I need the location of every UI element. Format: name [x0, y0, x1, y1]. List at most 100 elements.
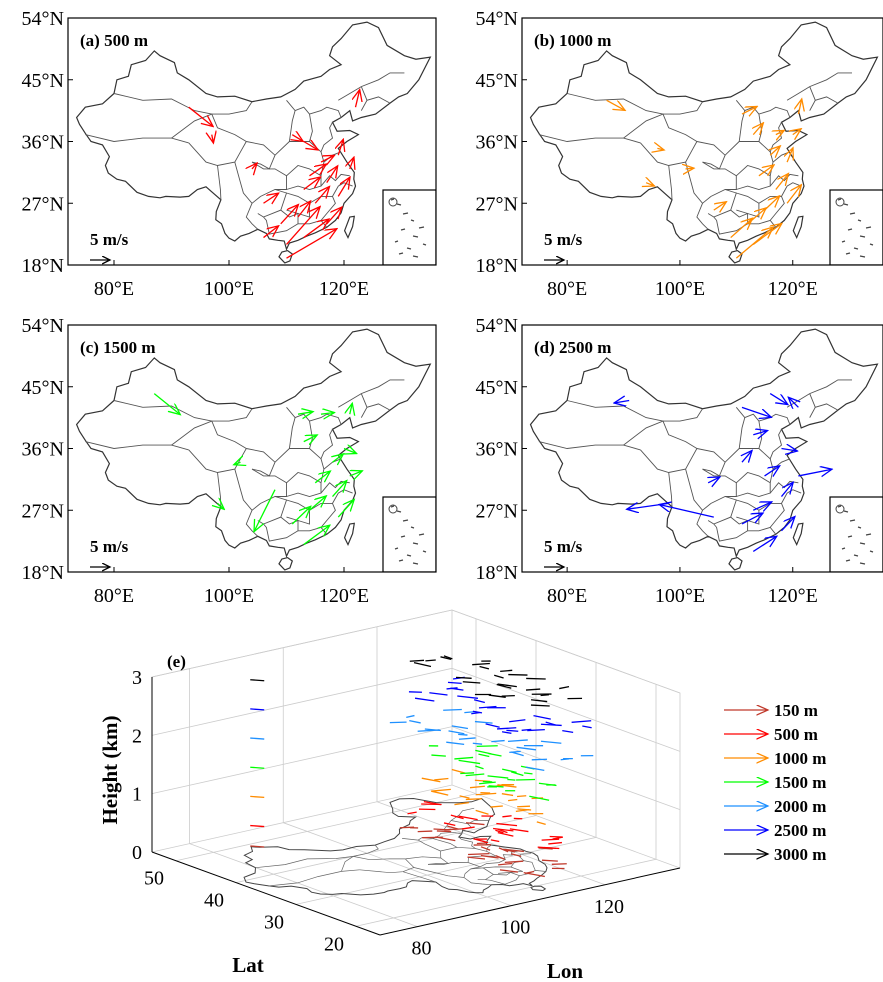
- wind-vector-3d: [472, 742, 483, 745]
- province-border: [360, 96, 391, 111]
- wind-vector-3d: [510, 853, 522, 858]
- wind-vector-3d: [499, 869, 518, 873]
- province-border: [663, 101, 703, 115]
- taiwan-border: [343, 215, 356, 240]
- wind-vector-3d: [451, 768, 466, 774]
- floor-province-border: [463, 877, 492, 886]
- island-mark: [418, 226, 425, 229]
- island-mark: [412, 255, 419, 258]
- island-mark: [398, 559, 404, 562]
- lon-tick-label: 120: [594, 896, 624, 918]
- province-border: [707, 496, 737, 525]
- grid-line: [235, 640, 537, 883]
- island-mark: [841, 547, 846, 550]
- lat-tick-label: 20: [324, 933, 344, 955]
- province-border: [332, 489, 353, 504]
- wind-vector: [356, 90, 360, 108]
- wind-vector-3d: [506, 729, 519, 732]
- island-mark: [402, 212, 409, 215]
- hainan-border: [278, 556, 294, 571]
- province-border: [538, 441, 641, 451]
- wind-vector-3d: [515, 808, 530, 813]
- wind-vector-3d: [472, 710, 483, 714]
- province-border: [320, 458, 325, 470]
- wind-vector-3d: [480, 846, 491, 851]
- province-border: [188, 448, 247, 473]
- wind-vector-3d: [562, 729, 574, 733]
- wind-vector-3d: [431, 754, 446, 757]
- wind-vector-3d: [465, 773, 485, 777]
- map-frame: [67, 17, 437, 266]
- grid-line: [282, 647, 512, 907]
- wind-vector: [332, 481, 347, 497]
- wind-vector-3d: [496, 683, 512, 689]
- province-border: [234, 161, 261, 204]
- island-mark: [398, 252, 404, 255]
- wind-vector: [337, 177, 350, 197]
- wind-vector-3d: [502, 768, 517, 773]
- island-mark: [853, 247, 859, 250]
- wind-vector-3d: [525, 688, 541, 691]
- wind-vector: [234, 462, 241, 465]
- inset-island: [835, 197, 845, 207]
- wind-vector-3d: [454, 802, 469, 806]
- inset-island: [388, 504, 398, 514]
- wind-vector-3d: [450, 814, 464, 820]
- wind-vector: [254, 489, 276, 532]
- province-border: [251, 161, 287, 190]
- wind-vector: [657, 148, 664, 150]
- wind-vector-3d: [250, 766, 265, 769]
- x-tick-label: 100°E: [204, 585, 254, 607]
- island-mark: [400, 228, 406, 231]
- wind-vector-3d: [495, 829, 504, 834]
- wind-vector: [188, 106, 213, 126]
- wind-vector-3d: [541, 838, 560, 841]
- island-mark: [410, 219, 415, 222]
- wind-vector: [741, 106, 757, 114]
- province-border: [809, 403, 839, 418]
- island-mark: [865, 226, 872, 229]
- scale-label: 5 m/s: [90, 537, 129, 556]
- legend-label: 1000 m: [774, 749, 826, 768]
- wind-vector: [153, 393, 180, 415]
- wind-vector-3d: [479, 781, 496, 785]
- floor-province-border: [456, 836, 477, 849]
- province-border: [85, 134, 189, 144]
- y-tick-label: 36°N: [476, 439, 518, 461]
- island-mark: [843, 510, 849, 513]
- country-border: [75, 328, 432, 558]
- wind-vector: [606, 99, 625, 110]
- x-tick-label: 100°E: [204, 278, 254, 300]
- wind-vector-3d: [488, 785, 504, 788]
- y-tick-label: 54°N: [22, 315, 64, 337]
- wind-vector-3d: [460, 772, 475, 775]
- island-mark: [412, 562, 419, 565]
- y-tick-label: 54°N: [476, 315, 518, 337]
- wind-vector: [297, 201, 311, 218]
- wind-vector-3d: [465, 822, 485, 826]
- wind-vector: [769, 393, 788, 405]
- panel-label: (a) 500 m: [80, 31, 148, 50]
- island-mark: [406, 247, 412, 250]
- wind-vector: [741, 406, 771, 417]
- floor-province-border: [432, 831, 462, 839]
- wind-vector-3d: [468, 853, 490, 856]
- wind-vector-3d: [533, 714, 551, 720]
- legend-item: 1500 m: [724, 773, 826, 792]
- vector-map-panel-4: (d) 2500 m 5 m/s 54°N 45°N 36°N 27°N 18°N 80°E 1…: [476, 315, 883, 607]
- island-mark: [418, 533, 425, 536]
- wind-vector: [764, 466, 780, 476]
- wind-vector: [350, 403, 353, 414]
- wind-vector-3d: [501, 793, 514, 797]
- wind-vector-3d: [540, 723, 562, 727]
- island-mark: [859, 235, 866, 238]
- province-border: [338, 72, 405, 101]
- wind-vector: [776, 130, 784, 134]
- z-axis-label: Height (km): [98, 715, 122, 824]
- x-tick-label: 80°E: [547, 585, 587, 607]
- wind-vector: [297, 412, 313, 415]
- island-mark: [869, 243, 874, 246]
- inset-island: [388, 197, 398, 207]
- legend-item: 2000 m: [724, 797, 826, 816]
- wind-vector: [742, 450, 752, 462]
